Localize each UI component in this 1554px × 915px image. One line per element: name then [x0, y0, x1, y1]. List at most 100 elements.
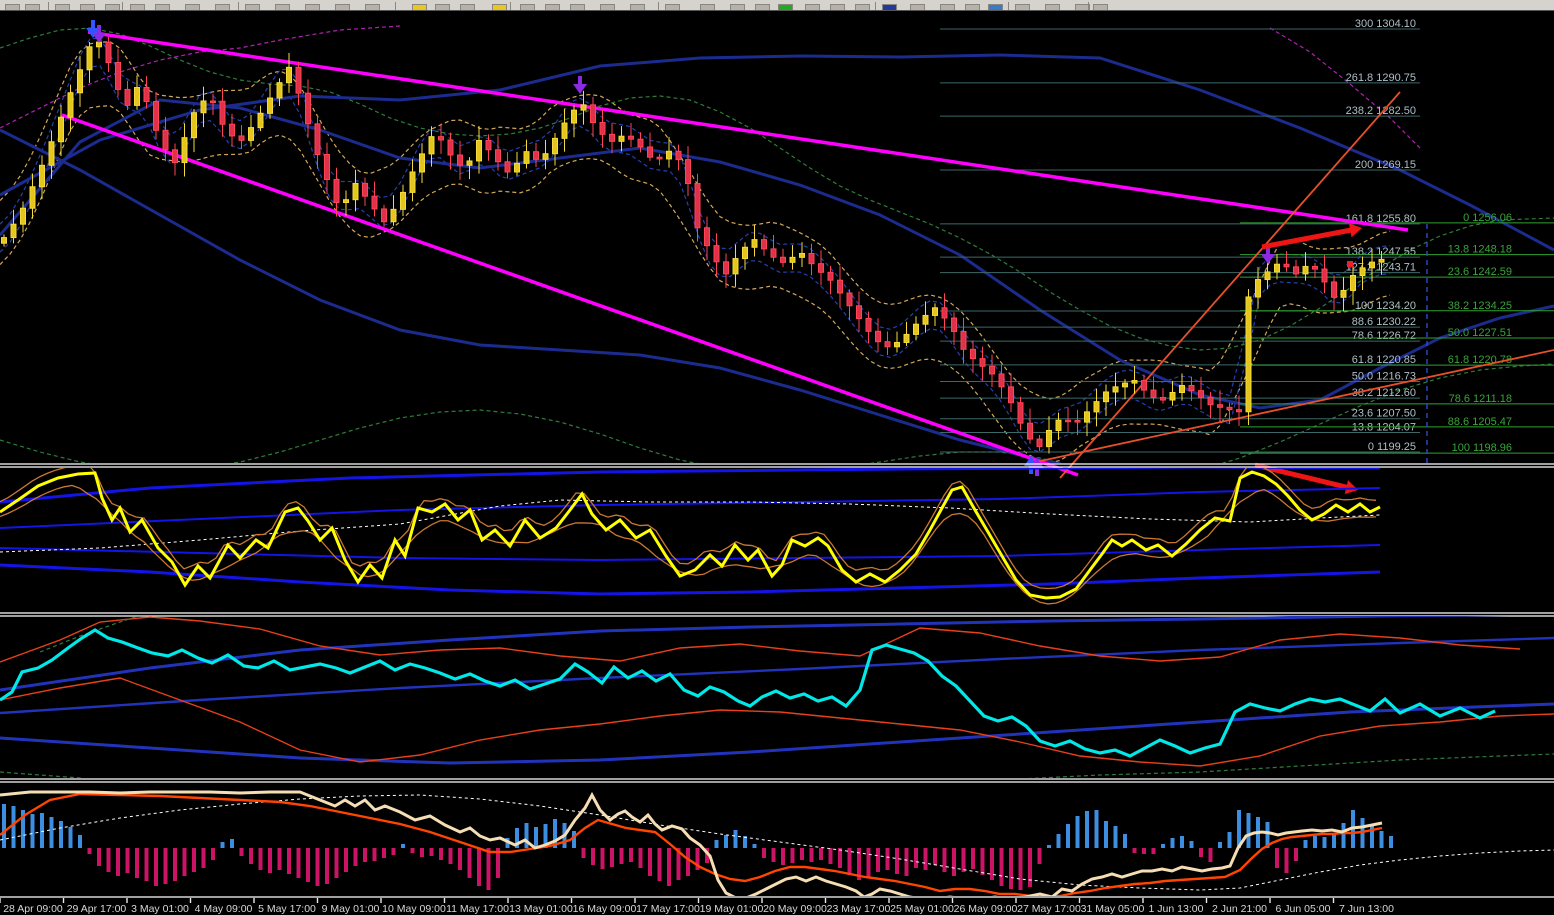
- svg-text:61.8 1220.85: 61.8 1220.85: [1352, 354, 1416, 366]
- toolbar-icon[interactable]: [55, 4, 70, 10]
- time-axis[interactable]: 28 Apr 09:00 29 Apr 17:00 3 May 01:00 4 May…: [0, 898, 1394, 915]
- svg-text:138.2 1247.55: 138.2 1247.55: [1346, 246, 1416, 258]
- toolbar-icon[interactable]: [545, 4, 560, 10]
- toolbar-strip[interactable]: [0, 0, 1554, 11]
- toolbar-icon[interactable]: [1075, 4, 1090, 10]
- sell-signal-arrow: [573, 76, 587, 94]
- toolbar-icon[interactable]: [730, 4, 745, 10]
- toolbar-icon[interactable]: [1015, 4, 1030, 10]
- toolbar-icon[interactable]: [275, 4, 290, 10]
- momentum-panel[interactable]: [0, 612, 1554, 790]
- svg-text:13.8 1204.07: 13.8 1204.07: [1352, 422, 1416, 434]
- toolbar-icon[interactable]: [830, 4, 845, 10]
- time-axis-label: 19 May 01:00: [700, 903, 764, 915]
- toolbar-separator: [875, 2, 876, 10]
- time-axis-label: 28 Apr 09:00: [3, 903, 63, 915]
- toolbar-icon[interactable]: [105, 4, 120, 10]
- time-axis-label: 29 Apr 17:00: [67, 903, 127, 915]
- svg-text:100 1198.96: 100 1198.96: [1452, 442, 1512, 454]
- candlesticks: [1, 27, 1385, 454]
- toolbar-icon[interactable]: [305, 4, 320, 10]
- svg-text:238.2 1282.50: 238.2 1282.50: [1346, 105, 1416, 117]
- toolbar-icon[interactable]: [882, 4, 897, 10]
- toolbar-icon[interactable]: [570, 4, 585, 10]
- svg-text:0 1256.06: 0 1256.06: [1463, 212, 1512, 224]
- toolbar-icon[interactable]: [80, 4, 95, 10]
- svg-text:50.0 1227.51: 50.0 1227.51: [1448, 327, 1512, 339]
- main-chart-panel[interactable]: [0, 25, 1554, 478]
- toolbar-icon[interactable]: [1045, 4, 1060, 10]
- toolbar-icon[interactable]: [910, 4, 925, 10]
- svg-text:100 1234.20: 100 1234.20: [1355, 300, 1416, 312]
- toolbar-icon[interactable]: [600, 4, 615, 10]
- toolbar-icon[interactable]: [965, 4, 980, 10]
- toolbar-icon[interactable]: [492, 4, 507, 10]
- time-axis-label: 17 May 17:00: [636, 903, 700, 915]
- toolbar-icon[interactable]: [700, 4, 715, 10]
- toolbar-icon[interactable]: [988, 4, 1003, 10]
- red-marker: [1347, 261, 1353, 267]
- toolbar-separator: [238, 2, 239, 10]
- time-axis-label: 1 Jun 13:00: [1149, 903, 1204, 915]
- toolbar-icon[interactable]: [25, 4, 40, 10]
- oscillator-panel[interactable]: [0, 464, 1381, 605]
- toolbar-icon[interactable]: [778, 4, 793, 10]
- time-axis-label: 4 May 09:00: [195, 903, 253, 915]
- toolbar-icon[interactable]: [365, 4, 380, 10]
- sell-signal-arrow: [92, 25, 106, 43]
- toolbar-icon[interactable]: [940, 4, 955, 10]
- svg-text:38.2 1212.60: 38.2 1212.60: [1352, 387, 1416, 399]
- time-axis-label: 31 May 05:00: [1081, 903, 1145, 915]
- trend-channel[interactable]: [61, 30, 1554, 479]
- toolbar-icon[interactable]: [855, 4, 870, 10]
- time-axis-label: 10 May 09:00: [382, 903, 446, 915]
- macd-panel[interactable]: [0, 790, 1554, 899]
- time-axis-label: 9 May 01:00: [322, 903, 380, 915]
- toolbar-icon[interactable]: [215, 4, 230, 10]
- svg-text:61.8 1220.78: 61.8 1220.78: [1448, 354, 1512, 366]
- toolbar-icon[interactable]: [520, 4, 535, 10]
- time-axis-label: 11 May 17:00: [446, 903, 509, 915]
- toolbar-icon[interactable]: [630, 4, 645, 10]
- sell-signal-arrow: [1261, 246, 1275, 264]
- fibonacci-retracement-a: 300 1304.10 261.8 1290.75 238.2 1282.50 200…: [940, 18, 1420, 453]
- svg-text:23.6 1207.50: 23.6 1207.50: [1352, 408, 1416, 420]
- time-axis-label: 5 May 17:00: [258, 903, 316, 915]
- toolbar-separator: [1008, 2, 1009, 10]
- svg-text:300 1304.10: 300 1304.10: [1355, 18, 1416, 30]
- toolbar-icon[interactable]: [335, 4, 350, 10]
- svg-text:127.2 1243.71: 127.2 1243.71: [1346, 262, 1416, 274]
- toolbar-icon[interactable]: [665, 4, 680, 10]
- time-axis-label: 13 May 01:00: [509, 903, 573, 915]
- toolbar-icon[interactable]: [245, 4, 260, 10]
- toolbar-icon[interactable]: [1093, 4, 1108, 10]
- toolbar-icon[interactable]: [130, 4, 145, 10]
- toolbar-icon[interactable]: [435, 4, 450, 10]
- time-axis-label: 2 Jun 21:00: [1212, 903, 1267, 915]
- toolbar-icon[interactable]: [185, 4, 200, 10]
- toolbar-icon[interactable]: [805, 4, 820, 10]
- toolbar-separator: [48, 2, 49, 10]
- time-axis-label: 6 Jun 05:00: [1276, 903, 1331, 915]
- toolbar-icon[interactable]: [412, 4, 427, 10]
- toolbar-separator: [658, 2, 659, 10]
- time-axis-label: 25 May 01:00: [890, 903, 954, 915]
- svg-text:50.0 1216.73: 50.0 1216.73: [1352, 370, 1416, 382]
- time-axis-label: 23 May 17:00: [827, 903, 891, 915]
- time-axis-label: 3 May 01:00: [131, 903, 189, 915]
- svg-text:261.8 1290.75: 261.8 1290.75: [1346, 72, 1416, 84]
- fibonacci-retracement-b: 0 1256.06 13.8 1248.18 23.6 1242.59 38.2 12…: [1240, 212, 1554, 454]
- toolbar-separator: [510, 2, 511, 10]
- svg-text:78.6 1226.72: 78.6 1226.72: [1352, 330, 1416, 342]
- svg-text:200 1269.15: 200 1269.15: [1355, 159, 1416, 171]
- toolbar-icon[interactable]: [460, 4, 475, 10]
- toolbar-separator: [395, 2, 396, 10]
- svg-text:23.6 1242.59: 23.6 1242.59: [1448, 266, 1512, 278]
- toolbar-icon[interactable]: [155, 4, 170, 10]
- svg-text:13.8 1248.18: 13.8 1248.18: [1448, 244, 1512, 256]
- toolbar-icon[interactable]: [755, 4, 770, 10]
- toolbar-icon[interactable]: [5, 4, 20, 10]
- red-direction-arrow: [1261, 223, 1362, 250]
